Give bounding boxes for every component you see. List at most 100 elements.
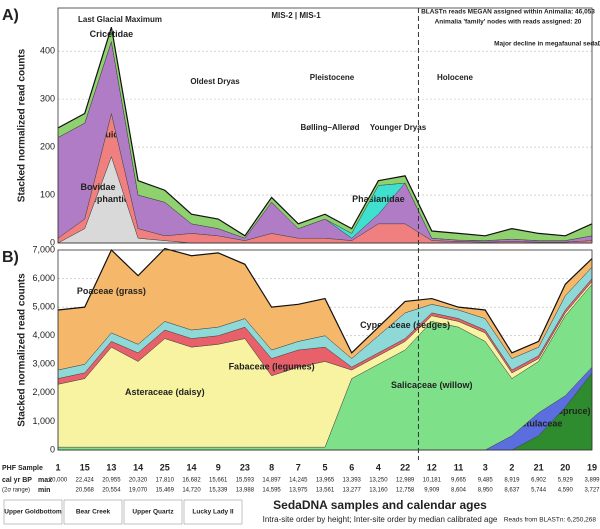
annotation: Younger Dryas bbox=[370, 123, 427, 132]
y-tick-label: 400 bbox=[40, 46, 55, 56]
age-min: 13,561 bbox=[316, 488, 335, 494]
x-tick-label: 15 bbox=[80, 462, 90, 472]
y-axis-label: Stacked normalized read counts bbox=[17, 48, 28, 202]
age-min: 20,554 bbox=[102, 488, 121, 494]
series-label: Cyperaceae (sedges) bbox=[360, 320, 450, 330]
site-name: Bear Creek bbox=[76, 509, 111, 516]
y-tick-label: 300 bbox=[40, 93, 55, 103]
annotation: Oldest Dryas bbox=[190, 77, 240, 86]
y-tick-label: 6,000 bbox=[32, 273, 55, 283]
age-max: 10,181 bbox=[423, 478, 442, 484]
age-max: 14,897 bbox=[262, 478, 281, 484]
age-min: 13,988 bbox=[236, 488, 255, 494]
y-tick-label: 2,000 bbox=[32, 387, 55, 397]
footer-title: SedaDNA samples and calendar ages bbox=[273, 498, 487, 512]
age-max: 13,965 bbox=[316, 478, 335, 484]
age-max: 9,665 bbox=[451, 478, 467, 484]
x-tick-label: 5 bbox=[322, 462, 327, 472]
y-tick-label: 4,000 bbox=[32, 330, 55, 340]
table-label: max bbox=[38, 477, 52, 484]
annotation: BLASTn reads MEGAN assigned within Anima… bbox=[421, 9, 595, 16]
y-tick-label: 1,000 bbox=[32, 416, 55, 426]
series-label: Betulaceae bbox=[515, 419, 563, 429]
age-max: 20,320 bbox=[129, 478, 148, 484]
age-min: 13,160 bbox=[369, 488, 388, 494]
y-tick-label: 0 bbox=[50, 444, 55, 454]
y-tick-label: 100 bbox=[40, 189, 55, 199]
annotation: Animalia 'family' nodes with reads assig… bbox=[435, 19, 582, 26]
annotation: Last Glacial Maximum bbox=[78, 15, 162, 24]
annotation: MIS-2 | MIS-1 bbox=[271, 11, 321, 20]
age-min: 9,909 bbox=[424, 488, 440, 494]
site-box bbox=[63, 499, 123, 525]
age-min: 20,568 bbox=[76, 488, 95, 494]
y-tick-label: 7,000 bbox=[32, 244, 55, 254]
age-min: 5,744 bbox=[531, 488, 547, 494]
age-min: 19,070 bbox=[129, 488, 148, 494]
x-tick-label: 14 bbox=[133, 462, 143, 472]
series-label: Asteraceae (daisy) bbox=[125, 387, 205, 397]
panel-label: B) bbox=[2, 249, 19, 266]
age-min: 14,595 bbox=[262, 488, 281, 494]
x-tick-label: 9 bbox=[216, 462, 221, 472]
age-max: 17,810 bbox=[156, 478, 175, 484]
x-tick-label: 21 bbox=[534, 462, 544, 472]
x-tick-label: 4 bbox=[376, 462, 381, 472]
age-max: 8,919 bbox=[504, 478, 520, 484]
frame bbox=[57, 249, 593, 451]
annotation: Pleistocene bbox=[310, 73, 355, 82]
x-tick-label: 14 bbox=[186, 462, 196, 472]
age-max: 15,593 bbox=[236, 478, 255, 484]
age-max: 15,661 bbox=[209, 478, 228, 484]
x-tick-label: 20 bbox=[560, 462, 570, 472]
x-tick-label: 7 bbox=[296, 462, 301, 472]
frame bbox=[57, 7, 593, 244]
age-max: 3,899 bbox=[584, 478, 600, 484]
age-max: 20,955 bbox=[102, 478, 121, 484]
x-tick-label: 3 bbox=[483, 462, 488, 472]
age-min: 13,975 bbox=[289, 488, 308, 494]
series-label: Cricetidae bbox=[90, 29, 134, 39]
series-label: Fabaceae (legumes) bbox=[229, 362, 315, 372]
series-label: Phasianidae bbox=[352, 194, 405, 204]
age-max: 16,682 bbox=[182, 478, 201, 484]
y-tick-label: 3,000 bbox=[32, 359, 55, 369]
total-line bbox=[57, 247, 593, 354]
y-tick-label: 5,000 bbox=[32, 302, 55, 312]
footer-subtitle: Intra-site order by height; Inter-site o… bbox=[263, 515, 498, 524]
series-label: Equidae bbox=[94, 129, 129, 139]
annotation: Holocene bbox=[437, 73, 474, 82]
total-line bbox=[57, 27, 593, 237]
age-min: 8,950 bbox=[478, 488, 494, 494]
age-max: 22,424 bbox=[76, 478, 95, 484]
x-tick-label: 23 bbox=[240, 462, 250, 472]
series-label: Poaceae (grass) bbox=[77, 286, 146, 296]
age-max: 9,485 bbox=[478, 478, 494, 484]
age-max: 13,393 bbox=[343, 478, 362, 484]
table-label: min bbox=[38, 487, 50, 494]
age-min: 14,720 bbox=[182, 488, 201, 494]
site-name: Lucky Lady II bbox=[192, 509, 233, 516]
age-max: 12,989 bbox=[396, 478, 415, 484]
annotation: Bølling–Allerød bbox=[300, 123, 359, 132]
age-min: 12,758 bbox=[396, 488, 415, 494]
x-tick-label: 1 bbox=[55, 462, 60, 472]
age-min: 4,590 bbox=[558, 488, 574, 494]
age-max: 14,245 bbox=[289, 478, 308, 484]
age-min: 8,637 bbox=[504, 488, 520, 494]
x-tick-label: 6 bbox=[349, 462, 354, 472]
y-axis-label: Stacked normalized read counts bbox=[17, 273, 28, 427]
series-label: Bovidae bbox=[80, 182, 115, 192]
x-tick-label: 19 bbox=[587, 462, 597, 472]
age-max: 6,902 bbox=[531, 478, 547, 484]
series-label: Elephantidae bbox=[83, 194, 139, 204]
age-min: 8,604 bbox=[451, 488, 467, 494]
age-min: 13,277 bbox=[343, 488, 362, 494]
site-box bbox=[183, 499, 243, 525]
x-tick-label: 11 bbox=[454, 462, 464, 472]
y-tick-label: 0 bbox=[50, 237, 55, 247]
x-tick-label: 22 bbox=[400, 462, 410, 472]
site-name: Upper Goldbottom bbox=[4, 509, 62, 516]
site-box bbox=[3, 499, 63, 525]
